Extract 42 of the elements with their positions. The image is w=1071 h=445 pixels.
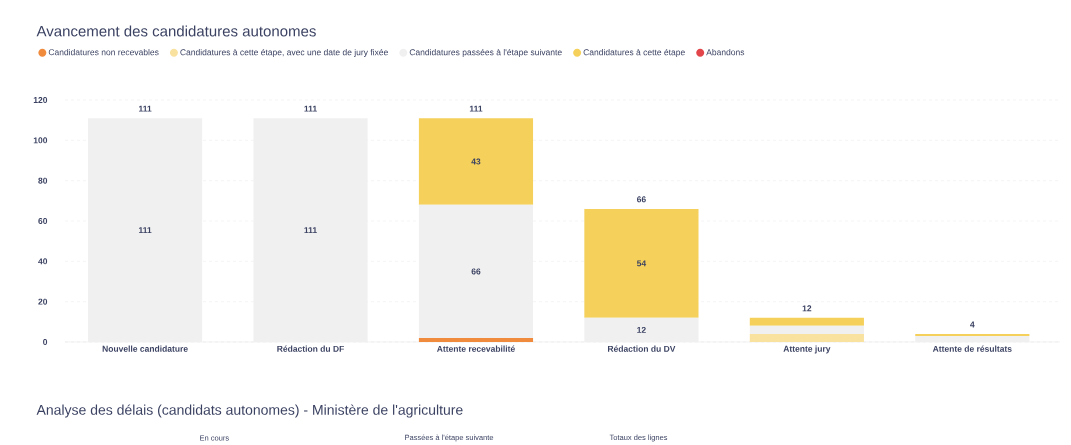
bar <box>584 317 699 342</box>
y-tick-label: 60 <box>38 218 48 224</box>
x-tick-label: Attente recevabilité <box>436 345 515 352</box>
y-tick-label: 40 <box>38 258 48 265</box>
total-label: 66 <box>637 196 646 203</box>
x-tick-label: Attente de résultats <box>932 345 1012 352</box>
legend-label: Abandons <box>706 48 745 56</box>
bar <box>915 333 1030 336</box>
total-label: 111 <box>469 105 483 112</box>
bar <box>584 208 699 318</box>
data-label: 111 <box>304 227 317 233</box>
x-tick-label: Nouvelle candidature <box>102 345 188 352</box>
bar <box>418 337 534 342</box>
total-label: 111 <box>304 105 317 112</box>
x-tick-label: Rédaction du DF <box>277 345 344 352</box>
x-tick-label: Attente jury <box>783 345 831 354</box>
total-label: 111 <box>138 105 152 112</box>
data-label: 54 <box>636 260 647 267</box>
data-label: 111 <box>138 227 152 233</box>
legend-label: Candidatures non recevables <box>48 48 159 56</box>
data-label: 66 <box>471 268 481 275</box>
bar <box>915 335 1030 342</box>
y-tick-label: 20 <box>38 298 48 305</box>
y-tick-label: 100 <box>33 137 48 144</box>
y-tick-label: 0 <box>43 339 48 345</box>
legend-label: Candidatures à cette étape, avec une date de jury fixée <box>180 48 388 57</box>
x-tick-label: Rédaction du DV <box>607 345 676 352</box>
y-tick-label: 80 <box>38 177 48 184</box>
bar <box>749 333 864 342</box>
data-label: 43 <box>471 158 481 165</box>
data-label: 12 <box>637 326 646 333</box>
y-tick-label: 120 <box>33 97 48 103</box>
total-label: 12 <box>802 305 812 312</box>
legend-label: Candidatures passées à l'étape suivante <box>409 48 562 57</box>
bar <box>418 204 534 338</box>
total-label: 4 <box>970 321 975 328</box>
chart-title: Avancement des candidatures autonomes <box>36 25 316 37</box>
bar <box>749 317 864 326</box>
bar <box>749 325 864 334</box>
legend-label: Candidatures à cette étape <box>583 48 685 57</box>
text: Analyse des délais (candidats autonomes) - Ministère de l'agriculture <box>36 404 463 418</box>
bar <box>418 118 534 205</box>
